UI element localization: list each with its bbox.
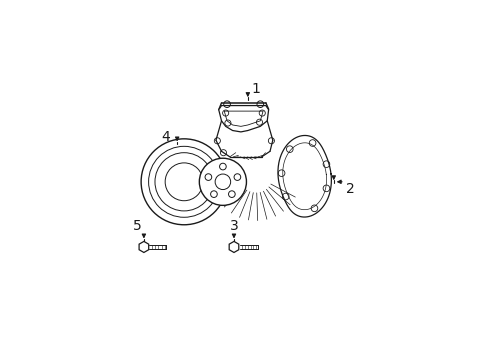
Text: 1: 1 xyxy=(251,82,260,96)
Text: 4: 4 xyxy=(162,130,170,144)
Text: 5: 5 xyxy=(132,219,141,233)
Polygon shape xyxy=(229,242,238,252)
Circle shape xyxy=(165,163,203,201)
Polygon shape xyxy=(218,105,268,132)
Circle shape xyxy=(199,158,246,205)
Text: 3: 3 xyxy=(229,219,238,233)
Text: 2: 2 xyxy=(346,182,354,196)
Polygon shape xyxy=(139,242,148,252)
